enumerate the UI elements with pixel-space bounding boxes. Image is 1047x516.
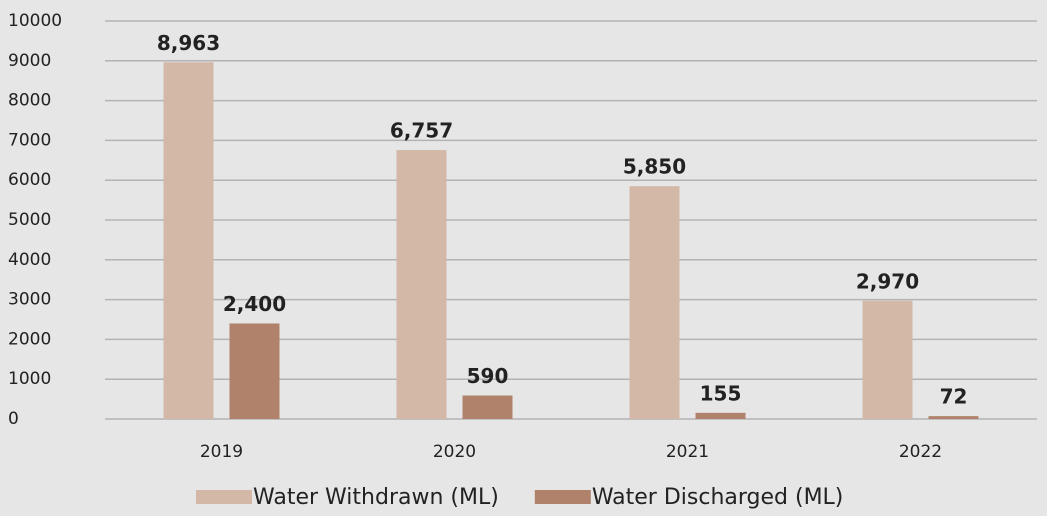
legend-label: Water Discharged (ML) <box>592 485 844 510</box>
y-tick-label: 2000 <box>8 329 51 349</box>
value-label: 72 <box>940 385 968 409</box>
bar <box>462 395 513 419</box>
bar <box>629 186 680 419</box>
value-label: 590 <box>467 364 509 388</box>
y-tick-label: 0 <box>8 409 19 429</box>
value-label: 5,850 <box>623 155 686 179</box>
value-label: 2,400 <box>223 292 286 316</box>
bar <box>396 150 447 419</box>
bar <box>229 323 280 419</box>
legend-swatch <box>534 490 591 504</box>
y-tick-label: 3000 <box>8 290 51 310</box>
legend-swatch <box>196 490 252 504</box>
y-tick-label: 7000 <box>8 130 51 150</box>
value-label: 155 <box>700 381 742 405</box>
value-label: 6,757 <box>390 119 453 143</box>
x-tick-label: 2021 <box>666 442 709 462</box>
y-tick-label: 5000 <box>8 210 51 230</box>
bar <box>928 416 979 419</box>
value-label: 2,970 <box>856 269 919 293</box>
y-tick-label: 10000 <box>8 11 62 31</box>
y-tick-label: 9000 <box>8 51 51 71</box>
y-tick-label: 1000 <box>8 369 51 389</box>
x-tick-label: 2020 <box>433 442 476 462</box>
bar <box>695 412 746 419</box>
y-tick-label: 8000 <box>8 91 51 111</box>
y-tick-label: 4000 <box>8 250 51 270</box>
bar <box>163 62 214 420</box>
y-tick-label: 6000 <box>8 170 51 190</box>
legend-label: Water Withdrawn (ML) <box>253 485 499 510</box>
value-label: 8,963 <box>157 31 220 55</box>
x-tick-label: 2019 <box>200 442 243 462</box>
bar <box>862 300 913 419</box>
x-tick-label: 2022 <box>899 442 942 462</box>
